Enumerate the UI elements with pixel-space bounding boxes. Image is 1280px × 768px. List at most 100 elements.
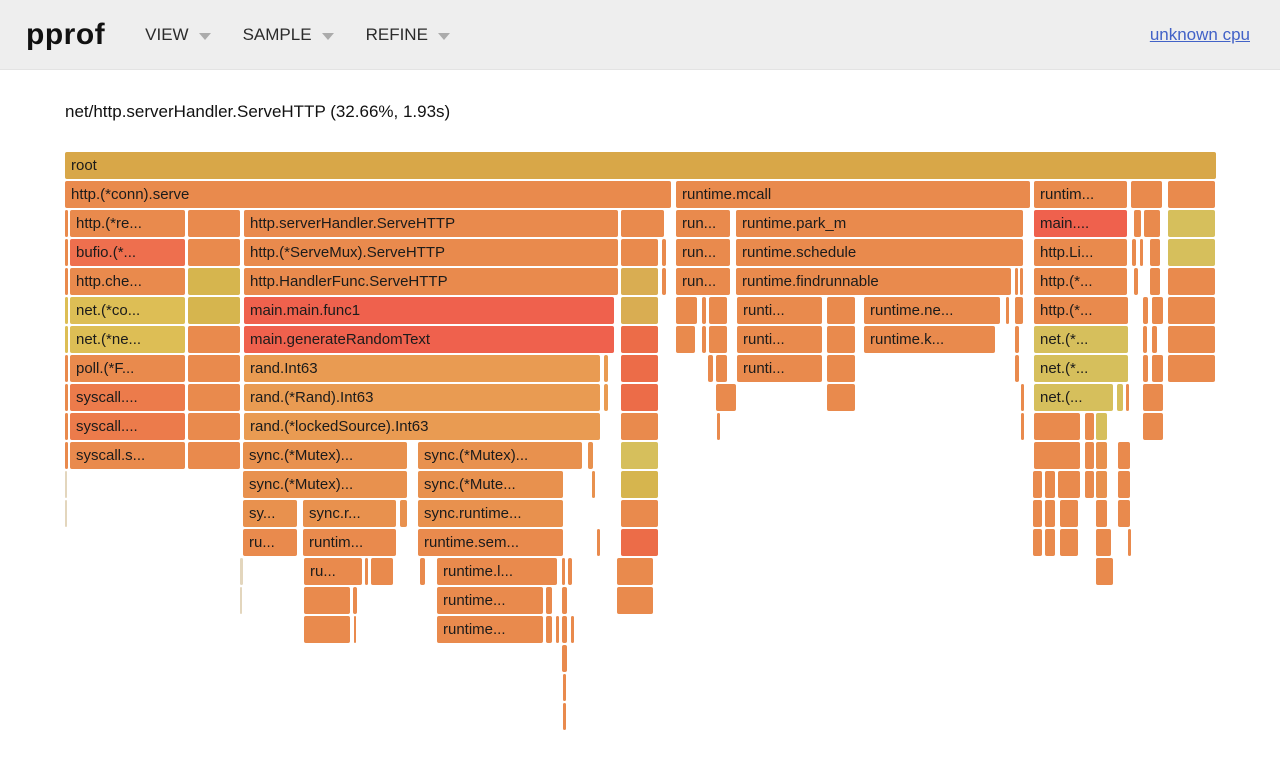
flame-box[interactable] — [1143, 326, 1147, 353]
flame-box-runtime-park-m[interactable]: runtime.park_m — [736, 210, 1023, 237]
flame-box[interactable] — [65, 384, 68, 411]
flame-box-http-serverhandler-servehttp[interactable]: http.serverHandler.ServeHTTP — [244, 210, 618, 237]
flame-box-runtime[interactable]: runtime... — [437, 587, 543, 614]
flame-box-ru[interactable]: ru... — [304, 558, 362, 585]
flame-box[interactable] — [621, 384, 658, 411]
flame-box[interactable] — [617, 587, 653, 614]
flame-box[interactable] — [1096, 500, 1107, 527]
flame-box-sync-mutex[interactable]: sync.(*Mutex)... — [243, 471, 407, 498]
flame-box[interactable] — [571, 616, 574, 643]
flame-box-bufio[interactable]: bufio.(*... — [70, 239, 185, 266]
flame-box[interactable] — [1118, 442, 1130, 469]
flame-box[interactable] — [1060, 500, 1078, 527]
flame-box[interactable] — [827, 297, 855, 324]
flame-box[interactable] — [188, 355, 240, 382]
flame-box-runtime-l[interactable]: runtime.l... — [437, 558, 557, 585]
flame-box-http-che[interactable]: http.che... — [70, 268, 185, 295]
flame-box[interactable] — [65, 500, 67, 527]
flame-box[interactable] — [1015, 268, 1018, 295]
flame-box[interactable] — [1118, 471, 1130, 498]
flame-box-http-re[interactable]: http.(*re... — [70, 210, 185, 237]
flame-box[interactable] — [1033, 529, 1042, 556]
flame-box-http[interactable]: http.(*... — [1034, 297, 1128, 324]
flame-box[interactable] — [1168, 326, 1215, 353]
flame-box[interactable] — [1006, 297, 1009, 324]
flame-box[interactable] — [1126, 384, 1129, 411]
flame-box[interactable] — [702, 326, 706, 353]
flame-box[interactable] — [621, 471, 658, 498]
flame-box[interactable] — [617, 558, 653, 585]
flame-box[interactable] — [420, 558, 425, 585]
flame-box[interactable] — [621, 326, 658, 353]
flame-box[interactable] — [65, 413, 68, 440]
flame-box[interactable] — [353, 587, 357, 614]
flame-box[interactable] — [1021, 384, 1024, 411]
flame-box[interactable] — [400, 500, 407, 527]
flame-box[interactable] — [1085, 471, 1094, 498]
flame-box[interactable] — [1045, 471, 1055, 498]
flame-box[interactable] — [621, 500, 658, 527]
flame-box[interactable] — [65, 471, 67, 498]
flame-box[interactable] — [1150, 239, 1160, 266]
flame-box[interactable] — [1128, 529, 1131, 556]
flame-box[interactable] — [65, 297, 68, 324]
flame-box[interactable] — [188, 413, 240, 440]
flame-box-runtime-sem[interactable]: runtime.sem... — [418, 529, 563, 556]
flame-box[interactable] — [546, 616, 552, 643]
flame-box[interactable] — [709, 326, 727, 353]
flame-box[interactable] — [563, 703, 566, 730]
flame-box[interactable] — [827, 326, 855, 353]
flame-box[interactable] — [1143, 355, 1148, 382]
flame-box[interactable] — [1150, 268, 1160, 295]
flame-box[interactable] — [65, 239, 68, 266]
flame-box[interactable] — [556, 616, 559, 643]
flame-box[interactable] — [588, 442, 593, 469]
flame-box[interactable] — [65, 210, 68, 237]
flame-box[interactable] — [621, 268, 658, 295]
flame-box[interactable] — [1096, 558, 1113, 585]
flame-box-runtime-mcall[interactable]: runtime.mcall — [676, 181, 1030, 208]
flame-box[interactable] — [716, 384, 736, 411]
flame-box[interactable] — [621, 210, 664, 237]
flame-box[interactable] — [1168, 355, 1215, 382]
flame-box-run[interactable]: run... — [676, 210, 730, 237]
flame-box-net[interactable]: net.(*... — [1034, 326, 1128, 353]
flame-box[interactable] — [562, 616, 567, 643]
flame-box[interactable] — [546, 587, 552, 614]
flame-box-net-ne[interactable]: net.(*ne... — [70, 326, 185, 353]
flame-box[interactable] — [621, 355, 658, 382]
flame-box-runtime-findrunnable[interactable]: runtime.findrunnable — [736, 268, 1011, 295]
flame-box-runti[interactable]: runti... — [737, 297, 822, 324]
flame-box-runtime-schedule[interactable]: runtime.schedule — [736, 239, 1023, 266]
flame-box[interactable] — [1015, 326, 1019, 353]
flame-box[interactable] — [1045, 529, 1055, 556]
flame-box[interactable] — [1058, 471, 1080, 498]
flame-box[interactable] — [621, 529, 658, 556]
flame-box[interactable] — [563, 674, 566, 701]
profile-source-link[interactable]: unknown cpu — [1149, 24, 1250, 44]
flame-box-http-handlerfunc-servehttp[interactable]: http.HandlerFunc.ServeHTTP — [244, 268, 618, 295]
flame-box[interactable] — [188, 239, 240, 266]
flame-box[interactable] — [1118, 500, 1130, 527]
flame-box[interactable] — [188, 442, 240, 469]
flame-box[interactable] — [304, 616, 350, 643]
flame-box-http-conn-serve[interactable]: http.(*conn).serve — [65, 181, 671, 208]
flame-box[interactable] — [1143, 297, 1148, 324]
flame-box[interactable] — [354, 616, 356, 643]
flame-box[interactable] — [188, 210, 240, 237]
flame-box-sync-mutex[interactable]: sync.(*Mutex)... — [243, 442, 407, 469]
flame-box-rand-int63[interactable]: rand.Int63 — [244, 355, 600, 382]
flame-box[interactable] — [1131, 181, 1162, 208]
flame-box-main[interactable]: main.... — [1034, 210, 1127, 237]
flame-box[interactable] — [65, 355, 68, 382]
flame-box[interactable] — [1134, 210, 1141, 237]
flame-box[interactable] — [1085, 413, 1094, 440]
flame-box[interactable] — [65, 326, 68, 353]
flame-box[interactable] — [188, 297, 240, 324]
flame-box[interactable] — [568, 558, 572, 585]
flame-box[interactable] — [188, 326, 240, 353]
flame-box[interactable] — [827, 384, 855, 411]
flame-box-http-servemux-servehttp[interactable]: http.(*ServeMux).ServeHTTP — [244, 239, 618, 266]
flame-box[interactable] — [1132, 239, 1136, 266]
menu-refine[interactable]: REFINE — [366, 25, 450, 45]
